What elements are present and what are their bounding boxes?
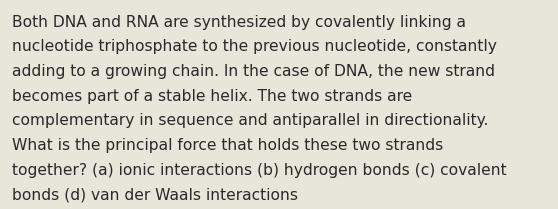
Text: nucleotide triphosphate to the previous nucleotide, constantly: nucleotide triphosphate to the previous …	[12, 39, 497, 54]
Text: adding to a growing chain. In the case of DNA, the new strand: adding to a growing chain. In the case o…	[12, 64, 496, 79]
Text: Both DNA and RNA are synthesized by covalently linking a: Both DNA and RNA are synthesized by cova…	[12, 15, 466, 30]
Text: becomes part of a stable helix. The two strands are: becomes part of a stable helix. The two …	[12, 89, 412, 104]
Text: bonds (d) van der Waals interactions: bonds (d) van der Waals interactions	[12, 187, 299, 202]
Text: together? (a) ionic interactions (b) hydrogen bonds (c) covalent: together? (a) ionic interactions (b) hyd…	[12, 163, 507, 178]
Text: complementary in sequence and antiparallel in directionality.: complementary in sequence and antiparall…	[12, 113, 489, 128]
Text: What is the principal force that holds these two strands: What is the principal force that holds t…	[12, 138, 444, 153]
